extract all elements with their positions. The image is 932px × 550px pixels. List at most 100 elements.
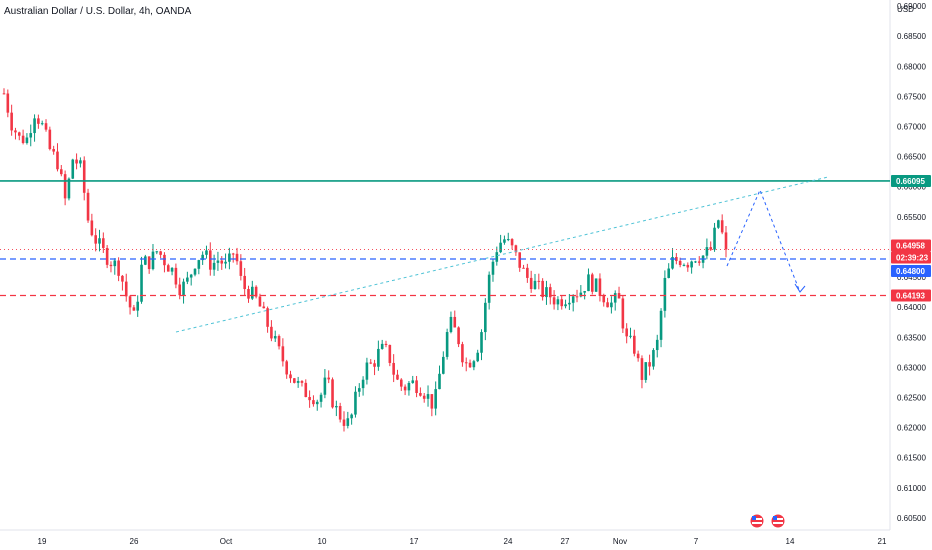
candle-body xyxy=(277,336,281,347)
candle-body xyxy=(251,286,254,299)
candle-body xyxy=(296,381,300,383)
candle-body xyxy=(434,389,437,409)
projection-arrowhead xyxy=(794,283,806,293)
candle-body xyxy=(709,247,713,250)
candle-body xyxy=(44,123,48,130)
candle-body xyxy=(491,261,495,275)
candle-body xyxy=(480,332,483,353)
candle-body xyxy=(388,344,392,363)
candle-body xyxy=(60,169,63,175)
candle-body xyxy=(285,361,288,375)
candle-body xyxy=(610,302,613,308)
flag-stripe xyxy=(773,518,783,520)
candle-body xyxy=(587,274,590,292)
candle-body xyxy=(25,137,29,143)
candle-body xyxy=(499,242,502,253)
candle-body xyxy=(281,346,285,362)
candle-body xyxy=(151,251,155,270)
price-tag: 02:39:23 xyxy=(891,251,931,264)
candle-body xyxy=(690,261,693,268)
candle-body xyxy=(37,118,40,124)
candle-body xyxy=(415,380,418,394)
candle-body xyxy=(327,377,331,380)
candle-body xyxy=(113,260,117,267)
candle-body xyxy=(617,293,621,299)
candle-body xyxy=(216,260,220,263)
candle-body xyxy=(533,280,537,290)
axis-layer[interactable]: 0.69000 0.68500 0.68000 0.67500 0.67000 0.665… xyxy=(38,2,927,546)
candle-body xyxy=(510,239,514,246)
candle-body xyxy=(583,291,586,293)
candle-body xyxy=(128,296,132,308)
price-tag-label: 0.66095 xyxy=(896,177,925,186)
x-tick-label: 19 xyxy=(38,537,47,546)
candle-body xyxy=(384,343,388,345)
candle-body xyxy=(392,362,395,375)
candle-body xyxy=(426,394,430,399)
price-tag: 0.64193 xyxy=(891,289,931,302)
candle-body xyxy=(270,326,273,339)
flag-stripe xyxy=(773,522,783,524)
y-tick-label: 0.68500 xyxy=(897,32,926,41)
candle-body xyxy=(453,316,457,328)
us-flag-icon[interactable] xyxy=(749,513,765,529)
candle-body xyxy=(365,362,369,380)
candle-body xyxy=(105,247,109,265)
price-tag-label: 0.64800 xyxy=(896,267,925,276)
candle-body xyxy=(166,265,170,272)
candle-body xyxy=(159,251,162,255)
candle-body xyxy=(468,362,472,368)
events-layer[interactable] xyxy=(749,513,786,529)
us-flag-icon[interactable] xyxy=(770,513,786,529)
candle-body xyxy=(342,419,346,426)
candles-layer xyxy=(2,88,728,432)
candle-body xyxy=(266,308,269,327)
candle-body xyxy=(312,400,315,405)
candle-body xyxy=(602,295,606,303)
candle-body xyxy=(124,281,128,297)
candle-body xyxy=(648,362,651,367)
candle-body xyxy=(17,132,21,136)
candle-body xyxy=(189,274,193,278)
y-tick-label: 0.64500 xyxy=(897,273,926,282)
candle-body xyxy=(319,394,323,402)
candle-body xyxy=(403,386,407,391)
price-tag-bg xyxy=(891,251,931,264)
candle-body xyxy=(178,284,182,296)
candle-body xyxy=(21,135,25,143)
candle-body xyxy=(495,252,499,262)
candle-body xyxy=(338,406,342,420)
candle-body xyxy=(713,227,716,250)
candle-body xyxy=(247,289,250,299)
candle-body xyxy=(239,261,243,276)
x-tick-label: Nov xyxy=(613,537,627,546)
candle-body xyxy=(86,192,90,221)
candle-body xyxy=(457,327,460,345)
price-tag-bg xyxy=(891,239,931,252)
candle-body xyxy=(170,267,174,272)
price-tag-bg xyxy=(891,264,931,277)
candle-body xyxy=(594,278,598,292)
x-tick-label: Oct xyxy=(220,537,233,546)
candle-body xyxy=(14,130,17,133)
candle-body xyxy=(541,280,544,298)
candle-body xyxy=(33,118,36,134)
price-tag: 0.66095 xyxy=(891,174,931,187)
candle-body xyxy=(144,256,147,265)
candle-body xyxy=(633,335,636,354)
candle-body xyxy=(369,362,373,364)
candle-body xyxy=(621,298,625,329)
candle-body xyxy=(655,339,659,351)
candle-body xyxy=(361,379,365,389)
candle-body xyxy=(300,381,304,383)
candle-body xyxy=(208,250,212,270)
candle-body xyxy=(235,253,239,262)
y-tick-label: 0.62000 xyxy=(897,424,926,433)
candle-body xyxy=(136,301,140,311)
currency-label: USD xyxy=(897,5,914,14)
candle-body xyxy=(98,238,101,244)
candle-body xyxy=(350,414,353,419)
candle-body xyxy=(308,397,311,401)
candle-body xyxy=(694,261,697,263)
